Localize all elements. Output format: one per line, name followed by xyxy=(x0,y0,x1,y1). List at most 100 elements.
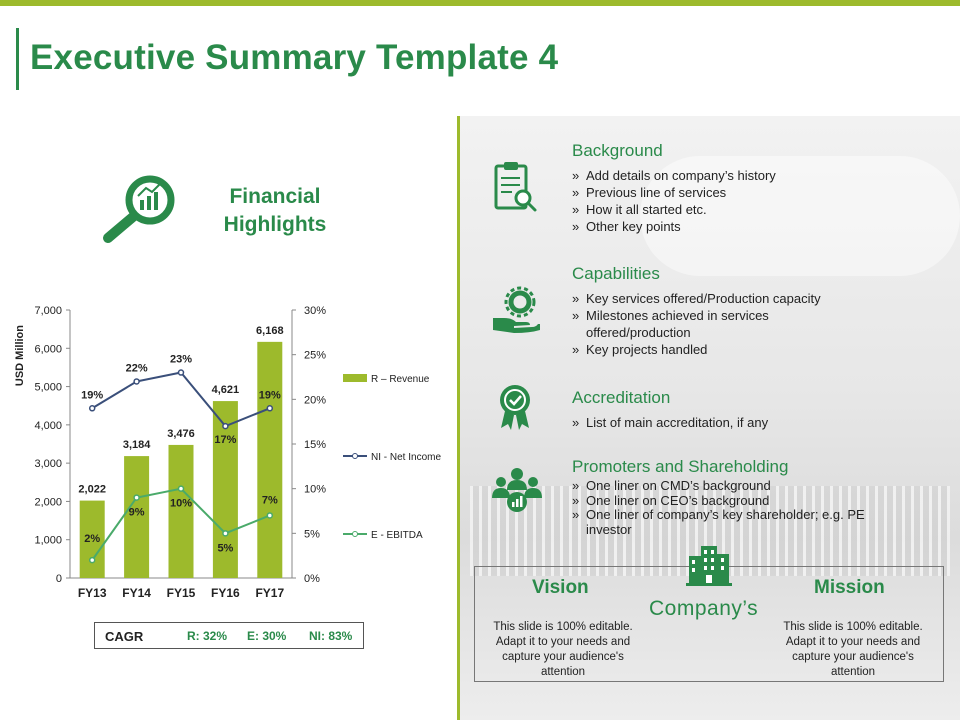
cagr-label: CAGR xyxy=(105,629,144,644)
line-point xyxy=(222,422,229,430)
highlights-title-line1: Financial xyxy=(229,185,321,208)
list-item: One liner of company’s key shareholder; … xyxy=(572,507,906,537)
page-title: Executive Summary Template 4 xyxy=(30,38,559,77)
x-tick-label: FY14 xyxy=(122,586,151,600)
magnifier-chart-icon xyxy=(103,175,175,243)
y2-tick-label: 0% xyxy=(304,573,320,585)
chart-bar xyxy=(124,456,150,578)
y2-tick-label: 15% xyxy=(304,439,326,451)
list-item: Milestones achieved in services offered/… xyxy=(572,307,801,341)
cagr-revenue: R: 32% xyxy=(187,629,228,643)
line-data-label: 7% xyxy=(262,494,278,506)
company-label: Company’s xyxy=(649,597,759,620)
line-data-label: 19% xyxy=(81,389,103,401)
net-income-line xyxy=(91,371,271,428)
section-background-title: Background xyxy=(572,141,663,160)
line-point xyxy=(88,405,96,412)
financial-chart: 0 1,000 2,000 3,000 4,000 5,000 6,000 7,000 0% 5%… xyxy=(14,305,441,600)
line-data-label: 17% xyxy=(214,434,236,446)
line-data-label: 9% xyxy=(129,507,145,519)
section-accreditation-title: Accreditation xyxy=(572,388,671,407)
line-point xyxy=(222,530,229,537)
section-background: Background Add details on company’s hist… xyxy=(572,141,916,235)
highlights-title-line2: Highlights xyxy=(223,213,327,236)
section-capabilities: Capabilities Key services offered/Produc… xyxy=(572,264,916,358)
x-tick-label: FY17 xyxy=(255,586,284,600)
y2-tick-label: 10% xyxy=(304,484,326,496)
line-point xyxy=(133,494,140,501)
legend-swatch-revenue xyxy=(343,374,367,382)
x-tick-label: FY15 xyxy=(167,586,196,600)
line-data-label: 2% xyxy=(84,533,100,545)
mission-title: Mission xyxy=(814,577,885,598)
section-accreditation: Accreditation List of main accreditation… xyxy=(572,388,916,431)
chart-bar xyxy=(79,500,105,578)
top-accent-bar xyxy=(0,0,960,6)
y2-tick-label: 20% xyxy=(304,394,326,406)
clipboard-search-icon xyxy=(494,162,537,212)
bar-data-label: 4,621 xyxy=(212,384,240,396)
section-capabilities-title: Capabilities xyxy=(572,264,660,283)
legend-label-ebitda: E - EBITDA xyxy=(371,530,423,541)
line-point xyxy=(177,485,185,492)
title-accent-rule xyxy=(16,28,19,90)
line-data-label: 23% xyxy=(170,354,192,366)
cagr-box: CAGR R: 32% E: 30% NI: 83% xyxy=(94,622,364,649)
financial-highlights-title: Financial Highlights xyxy=(205,183,345,239)
line-point xyxy=(88,556,96,564)
y-tick-label: 1,000 xyxy=(34,535,62,547)
bar-data-label: 3,476 xyxy=(167,428,195,440)
line-point xyxy=(133,378,140,385)
vision-title: Vision xyxy=(532,577,589,598)
award-ribbon-icon xyxy=(500,385,530,430)
list-item: Other key points xyxy=(572,218,916,235)
line-data-label: 19% xyxy=(259,389,281,401)
y-tick-label: 5,000 xyxy=(34,382,62,394)
list-item: One liner on CMD’s background xyxy=(572,478,916,494)
legend-label-revenue: R – Revenue xyxy=(371,374,430,385)
mission-text: This slide is 100% editable. Adapt it to… xyxy=(783,621,923,678)
legend-marker-ebitda xyxy=(352,531,358,537)
y-tick-label: 3,000 xyxy=(34,458,62,470)
x-tick-label: FY13 xyxy=(78,586,107,600)
list-item: How it all started etc. xyxy=(572,201,916,218)
list-item: One liner on CEO’s background xyxy=(572,493,916,509)
chart-bar xyxy=(168,444,194,578)
y-tick-label: 7,000 xyxy=(34,305,62,317)
y-tick-label: 6,000 xyxy=(34,343,62,355)
list-item: Previous line of services xyxy=(572,184,916,201)
line-data-label: 10% xyxy=(170,498,192,510)
y-tick-label: 4,000 xyxy=(34,420,62,432)
line-point xyxy=(177,369,185,376)
legend-label-net-income: NI - Net Income xyxy=(371,452,441,463)
bar-data-label: 2,022 xyxy=(78,484,106,496)
section-promoters-title: Promoters and Shareholding xyxy=(572,457,789,476)
building-icon xyxy=(686,546,732,586)
line-data-label: 22% xyxy=(126,362,148,374)
y-tick-label: 2,000 xyxy=(34,496,62,508)
list-item: Key services offered/Production capacity xyxy=(572,290,916,307)
y-axis-title: USD Million xyxy=(14,325,26,386)
vision-text: This slide is 100% editable. Adapt it to… xyxy=(493,621,633,678)
line-point xyxy=(266,405,274,412)
bar-data-label: 3,184 xyxy=(123,439,151,451)
line-data-label: 5% xyxy=(217,542,233,554)
legend-marker-net-income xyxy=(352,453,358,459)
list-item: List of main accreditation, if any xyxy=(572,414,916,431)
list-item: Key projects handled xyxy=(572,341,916,358)
y2-tick-label: 30% xyxy=(304,305,326,317)
gear-hand-icon xyxy=(493,286,540,333)
y-tick-label: 0 xyxy=(56,573,62,585)
x-tick-label: FY16 xyxy=(211,586,240,600)
cagr-ebitda: E: 30% xyxy=(247,629,287,643)
group-people-icon xyxy=(492,468,542,512)
cagr-net-income: NI: 83% xyxy=(309,629,353,643)
chart-bar xyxy=(257,341,283,578)
section-promoters: Promoters and Shareholding One liner on … xyxy=(572,457,916,537)
line-point xyxy=(266,512,274,519)
chart-bar xyxy=(212,401,238,578)
y2-tick-label: 25% xyxy=(304,350,326,362)
bar-data-label: 6,168 xyxy=(256,325,284,337)
list-item: Add details on company’s history xyxy=(572,167,916,184)
y2-tick-label: 5% xyxy=(304,528,320,540)
